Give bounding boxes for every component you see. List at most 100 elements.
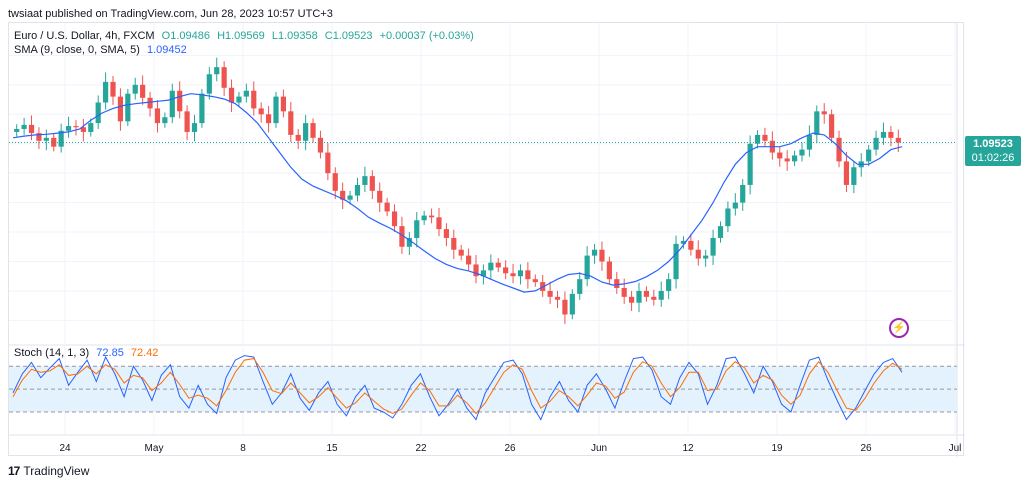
candle-body [754, 134, 761, 144]
legend-stoch: Stoch (14, 1, 3) 72.85 72.42 [14, 347, 162, 359]
candle-body [406, 237, 412, 247]
candle-body [799, 149, 805, 156]
candle-body [658, 290, 664, 300]
time-tick-label: 26 [504, 443, 516, 454]
candle-body [265, 114, 272, 124]
candle-body [829, 114, 835, 138]
candle-body [28, 124, 35, 134]
header-published: twsiaat published on TradingView.com, Ju… [8, 8, 333, 20]
candle-body [732, 202, 738, 209]
legend-symbol: Euro / U.S. Dollar, 4h, FXCM [14, 30, 155, 42]
legend-price: Euro / U.S. Dollar, 4h, FXCM O1.09486 H1… [14, 30, 478, 42]
time-tick-label: May [145, 443, 164, 454]
candle-body [162, 117, 168, 124]
candle-body [36, 133, 42, 141]
chart-svg[interactable]: USD1.110001.105001.100001.095001.090001.… [9, 23, 1004, 457]
candle-body [169, 90, 175, 118]
candle-body [391, 211, 398, 227]
candle-body [688, 240, 694, 250]
time-tick-label: 8 [240, 443, 246, 454]
candle-body [177, 90, 183, 112]
candle-body [503, 267, 509, 274]
candle-body [806, 134, 812, 150]
candle-body [547, 290, 553, 297]
candle-body [147, 97, 153, 109]
legend-close: C1.09523 [324, 30, 373, 42]
candle-body [303, 123, 309, 141]
candle-body [695, 249, 701, 259]
time-tick-label: 22 [415, 443, 427, 454]
legend-high: H1.09569 [217, 30, 265, 42]
candle-body [117, 96, 124, 122]
candle-body [643, 290, 650, 297]
tradingview-brand[interactable]: 17 TradingView [8, 464, 89, 478]
candle-body [340, 190, 346, 200]
legend-open: O1.09486 [161, 30, 210, 42]
legend-stoch-k: 72.85 [96, 347, 124, 359]
candle-body [614, 279, 620, 288]
candle-body [636, 290, 642, 303]
candle-body [125, 93, 131, 122]
candle-body [325, 152, 331, 174]
candle-body [458, 249, 464, 256]
candle-body [399, 226, 405, 247]
candle-body [58, 130, 64, 147]
candle-body [895, 137, 901, 143]
candle-body [258, 108, 264, 115]
candle-body [88, 123, 94, 132]
candle-body [414, 220, 420, 238]
legend-low: L1.09358 [271, 30, 318, 42]
candle-body [288, 111, 294, 135]
candle-body [784, 158, 790, 162]
last-price-badge: 1.09523 01:02:26 [965, 136, 1021, 166]
candle-body [377, 190, 383, 203]
candle-body [777, 152, 783, 159]
legend-sma-value: 1.09452 [147, 44, 187, 56]
candle-body [43, 137, 49, 141]
candle-body [717, 226, 724, 238]
candle-body [599, 249, 605, 262]
candle-body [851, 167, 857, 185]
candle-body [532, 279, 538, 283]
candle-body [673, 243, 679, 280]
candle-body [362, 176, 368, 185]
sma-line [12, 93, 903, 293]
chart-area[interactable]: USD1.110001.105001.100001.095001.090001.… [8, 22, 1004, 457]
candle-body [473, 264, 479, 277]
legend-sma: SMA (9, close, 0, SMA, 5) 1.09452 [14, 44, 191, 56]
candle-body [577, 279, 583, 294]
time-tick-label: 26 [860, 443, 872, 454]
candle-body [14, 129, 20, 132]
candle-body [332, 173, 338, 191]
candle-body [517, 270, 524, 277]
last-price: 1.09523 [973, 138, 1013, 150]
candle-body [710, 237, 716, 256]
candle-body [295, 134, 301, 141]
candle-body [866, 149, 872, 162]
candle-body [73, 126, 79, 128]
candle-body [747, 143, 753, 185]
candle-body [680, 240, 687, 244]
flash-icon[interactable]: ⚡ [889, 318, 909, 338]
candle-body [740, 184, 746, 203]
brand-name: TradingView [23, 464, 90, 478]
candle-body [443, 229, 449, 238]
candle-body [629, 296, 635, 303]
candle-body [791, 155, 798, 162]
stoch-k-line [12, 355, 903, 421]
candle-body [666, 279, 672, 291]
candle-body [154, 108, 161, 124]
candle-body [488, 262, 494, 271]
candle-body [273, 96, 279, 124]
time-tick-label: Jun [591, 443, 607, 454]
legend-change: +0.00037 (+0.03%) [379, 30, 474, 42]
candle-body [199, 93, 205, 124]
candle-body [206, 74, 212, 94]
candle-body [584, 255, 590, 280]
candle-body [651, 296, 657, 300]
candle-body [451, 237, 457, 250]
time-tick-label: 12 [682, 443, 694, 454]
candle-body [525, 270, 531, 280]
candle-body [606, 261, 612, 280]
candle-body [236, 96, 242, 103]
